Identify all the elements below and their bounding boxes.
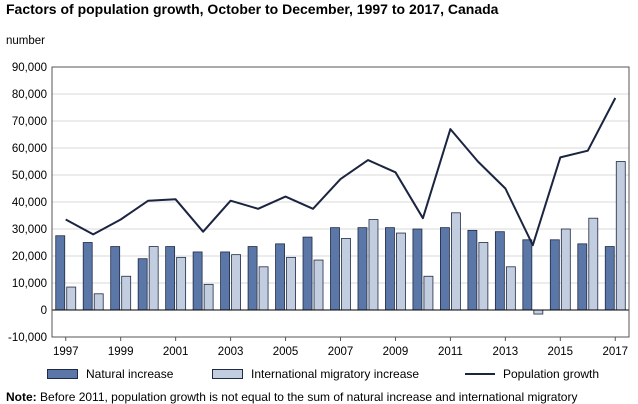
bar-natural-increase (549, 239, 560, 311)
bar-international-migratory-increase (451, 212, 461, 311)
y-tick-label: 0 (41, 305, 47, 317)
bar-international-migratory-increase (615, 161, 626, 311)
x-tick-label: 2007 (328, 346, 354, 358)
legend-item-international-migratory-increase: International migratory increase (212, 367, 419, 381)
bar-natural-increase (604, 246, 615, 311)
legend-item-population-growth: Population growth (465, 367, 599, 381)
bar-natural-increase (82, 242, 93, 311)
x-axis-ticks: 1997 1999 2001 2003 2005 2007 2009 2011 2013 2015… (53, 337, 628, 358)
x-tick-label: 2011 (438, 346, 463, 358)
legend-item-natural-increase: Natural increase (47, 367, 173, 381)
bar-natural-increase (302, 236, 313, 311)
y-tick-label: -10,000 (8, 332, 47, 344)
bar-international-migratory-increase (341, 238, 351, 311)
bar-international-migratory-increase (478, 242, 489, 311)
y-tick-label: 30,000 (12, 224, 47, 236)
bar-international-migratory-increase (148, 246, 159, 311)
legend-label-international-migratory-increase: International migratory increase (251, 367, 420, 381)
x-tick-label: 2001 (163, 346, 189, 358)
line-series (65, 97, 617, 247)
bar-natural-increase (467, 229, 478, 311)
y-tick-label: 80,000 (12, 89, 47, 101)
y-tick-label: 10,000 (12, 278, 47, 290)
bar-international-migratory-increase (258, 266, 269, 311)
bar-international-migratory-increase (588, 217, 599, 311)
chart-note: Note: Before 2011, population growth is … (6, 390, 632, 404)
bar-natural-increase (110, 246, 121, 311)
bar-natural-increase (440, 227, 450, 311)
bar-international-migratory-increase (505, 266, 516, 311)
bar-natural-increase (385, 227, 395, 311)
x-tick-label: 1999 (108, 346, 134, 358)
bar-international-migratory-increase (423, 275, 434, 311)
note-label: Note: (6, 390, 37, 404)
x-tick-label: 2009 (383, 346, 409, 358)
y-tick-label: 20,000 (12, 251, 47, 263)
bar-natural-increase (577, 243, 588, 311)
legend-swatch-natural-increase (47, 369, 78, 379)
bar-international-migratory-increase (66, 286, 77, 311)
bar-international-migratory-increase (286, 256, 296, 311)
y-tick-label: 70,000 (12, 116, 47, 128)
x-tick-label: 2005 (273, 346, 299, 358)
bar-international-migratory-increase (203, 283, 214, 311)
y-tick-label: 60,000 (12, 143, 47, 155)
bar-international-migratory-increase (560, 228, 571, 311)
bar-international-migratory-increase (93, 293, 104, 311)
bar-natural-increase (247, 246, 258, 311)
bar-natural-increase (275, 243, 285, 311)
line-population-growth (65, 97, 617, 247)
y-tick-label: 40,000 (12, 197, 47, 209)
chart-legend: Natural increase International migratory… (47, 367, 632, 385)
bar-international-migratory-increase (533, 309, 544, 315)
bar-international-migratory-increase (368, 219, 379, 311)
x-tick-label: 2015 (548, 346, 574, 358)
y-tick-label: 90,000 (12, 62, 47, 74)
y-axis-ticks: -10,000 0 10,000 20,000 30,000 40,000 50,000 60… (8, 62, 47, 344)
y-tick-label: 50,000 (12, 170, 47, 182)
bar-natural-increase (330, 227, 340, 311)
legend-swatch-international-migratory-increase (212, 369, 243, 379)
bar-natural-increase (192, 251, 203, 311)
x-tick-label: 2013 (493, 346, 519, 358)
x-tick-label: 2017 (602, 346, 628, 358)
y-axis-unit-label: number (6, 35, 45, 47)
bar-natural-increase (522, 239, 533, 311)
bar-natural-increase (220, 251, 230, 311)
legend-label-population-growth: Population growth (503, 367, 600, 381)
bar-natural-increase (494, 231, 505, 311)
bar-series (55, 161, 626, 315)
bar-natural-increase (357, 227, 368, 311)
plot-area-frame (51, 66, 630, 338)
bar-natural-increase (137, 258, 148, 311)
chart-title: Factors of population growth, October to… (6, 1, 499, 17)
bar-natural-increase (165, 246, 176, 311)
note-text: Before 2011, population growth is not eq… (40, 390, 578, 404)
bar-natural-increase (55, 235, 66, 311)
x-tick-label: 2003 (218, 346, 244, 358)
x-tick-label: 1997 (53, 346, 79, 358)
bar-natural-increase (412, 228, 423, 311)
bar-international-migratory-increase (396, 232, 406, 311)
bar-international-migratory-increase (176, 256, 187, 311)
legend-label-natural-increase: Natural increase (86, 367, 174, 381)
bar-international-migratory-increase (313, 259, 324, 311)
bar-international-migratory-increase (231, 254, 241, 311)
legend-swatch-population-growth (465, 373, 495, 375)
bar-international-migratory-increase (121, 275, 132, 311)
